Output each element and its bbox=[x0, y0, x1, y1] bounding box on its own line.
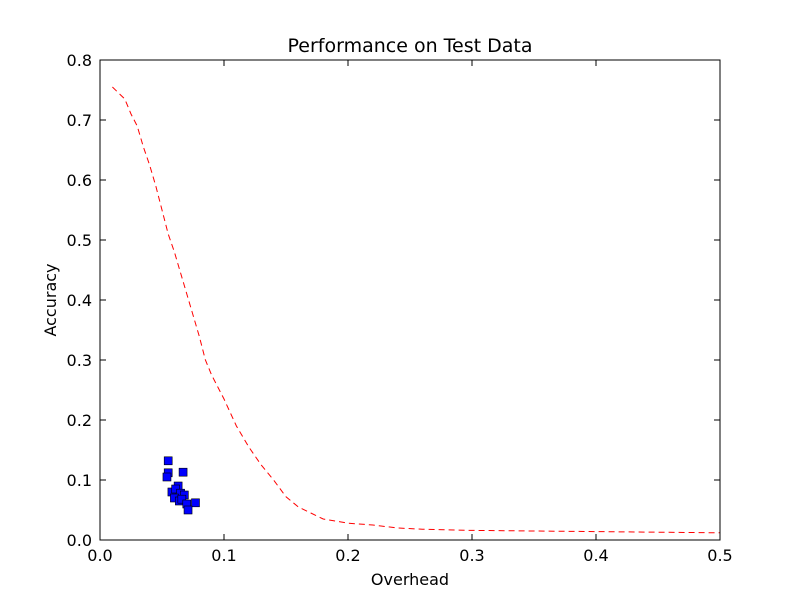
ticks-layer: 0.0 0.1 0.2 0.3 0.4 0.5 0.0 0.1 0.2 0.3 0.4 0.5 0.6 0… bbox=[67, 51, 733, 565]
scatter-point bbox=[191, 498, 200, 508]
x-tick-label: 0.5 bbox=[707, 546, 732, 565]
y-tick-label: 0.5 bbox=[67, 231, 92, 250]
series-line bbox=[112, 86, 721, 534]
y-tick-label: 0.3 bbox=[67, 351, 92, 370]
chart-title: Performance on Test Data bbox=[288, 35, 533, 57]
x-tick-label: 0.1 bbox=[211, 546, 236, 565]
x-axis-label: Overhead bbox=[371, 570, 449, 589]
scatter-point bbox=[183, 505, 193, 515]
y-tick-label: 0.1 bbox=[67, 471, 92, 490]
y-tick-label: 0.8 bbox=[67, 51, 92, 70]
y-tick-label: 0.7 bbox=[67, 111, 92, 130]
x-tick-label: 0.2 bbox=[335, 546, 360, 565]
y-tick-label: 0.2 bbox=[67, 411, 92, 430]
y-tick-label: 0.4 bbox=[67, 291, 92, 310]
scatter-point bbox=[177, 494, 187, 504]
scatter-point bbox=[178, 467, 188, 477]
series-layer bbox=[112, 86, 721, 534]
x-tick-label: 0.3 bbox=[459, 546, 484, 565]
x-tick-label: 0.4 bbox=[583, 546, 608, 565]
x-tick-label: 0.0 bbox=[87, 546, 112, 565]
y-tick-label: 0.6 bbox=[67, 171, 92, 190]
y-axis-label: Accuracy bbox=[41, 263, 60, 336]
scatter-point bbox=[163, 456, 173, 466]
plot-area: 0.0 0.1 0.2 0.3 0.4 0.5 0.0 0.1 0.2 0.3 0.4 0.5 0.6 0… bbox=[67, 51, 733, 565]
scatter-point bbox=[162, 472, 172, 482]
y-tick-label: 0.0 bbox=[67, 531, 92, 550]
